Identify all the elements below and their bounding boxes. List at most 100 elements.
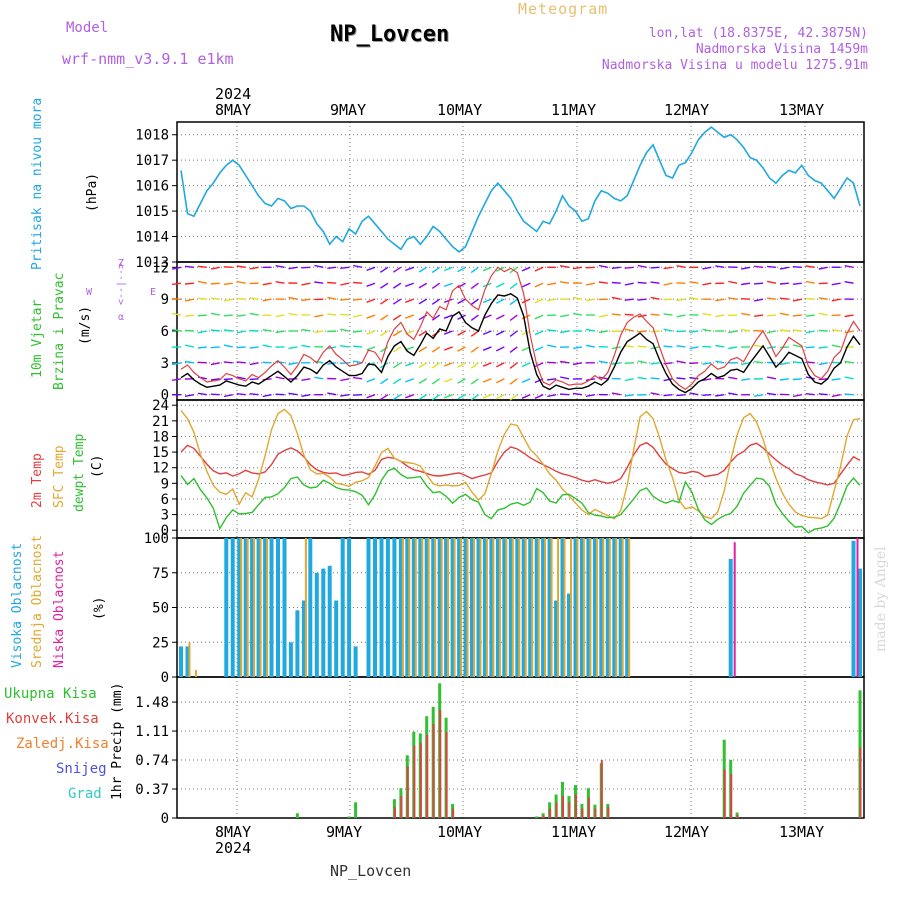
wind-arrow-387 [728,392,738,396]
y-tick-label-2-5: 15 [152,445,169,461]
cloud-bar-0-40 [437,538,442,677]
wind-arrow-418 [766,330,777,334]
precip-bar-1-66 [607,807,610,818]
wind-arrow-441 [805,393,815,396]
wind-arrow-278 [559,265,570,268]
wind-arrow-460 [831,378,841,381]
y-tick-label-1-2: 6 [161,324,169,340]
wind-arrow-17 [184,265,195,269]
wind-arrow-115 [327,281,337,284]
wind-arrow-463 [831,329,841,332]
cloud-bar-0-13 [263,538,268,677]
wind-arrow-50 [236,314,246,317]
wind-arrow-159 [392,298,402,305]
cloud-bar-0-15 [276,538,280,677]
wind-arrow-126 [353,393,363,396]
wind-arrow-185 [431,314,441,321]
precip-bar-1-59 [562,796,564,818]
wind-arrow-291 [585,344,595,348]
wind-arrow-200 [457,362,466,368]
precip-bar-1-56 [542,815,545,818]
wind-arrow-169 [405,282,415,287]
wind-arrow-107 [314,264,324,268]
wind-arrow-158 [392,314,402,321]
y-tick-label-0-3: 1016 [135,179,169,195]
wind-arrow-38 [223,361,233,364]
wind-arrow-445 [805,330,815,334]
cloud-bar-0-23 [327,565,332,677]
wind-arrow-220 [482,330,492,336]
wind-arrow-28 [210,378,220,381]
wind-arrow-116 [327,266,337,269]
cloud-bar-0-60 [567,593,571,677]
wind-arrow-381 [715,344,725,348]
cloud-bar-1-68 [621,538,624,677]
wind-arrow-213 [470,298,479,306]
wind-arrow-135 [366,394,376,399]
y-tick-label-2-8: 24 [152,398,169,414]
temp-line-1 [180,408,861,520]
cloud-bar-0-16 [282,538,287,677]
wind-arrow-91 [301,378,311,381]
wind-arrow-81 [288,392,298,396]
y-tick-label-1-3: 9 [161,292,169,308]
wind-arrow-257 [534,314,544,320]
wind-arrow-363 [689,346,699,350]
wind-arrow-157 [392,330,402,337]
wind-arrow-274 [560,330,570,334]
wind-arrow-237 [509,346,518,353]
y-tick-label-2-4: 12 [152,461,169,477]
cloud-bar-0-69 [625,538,630,677]
wind-arrow-238 [509,330,518,337]
wind-arrow-182 [431,362,441,369]
wind-arrow-376 [702,282,712,286]
wind-arrow-154 [392,378,402,385]
cloud-bar-1-45 [473,538,475,677]
cloud-bar-0-61 [573,538,578,677]
cloud-bar-1-59 [563,538,566,677]
wind-arrow-197 [443,266,453,272]
wind-arrow-83 [288,362,298,366]
wind-arrow-354 [676,345,686,348]
y-tick-label-0-2: 1015 [135,204,169,220]
compass-a: α [118,312,125,323]
wind-arrow-357 [676,298,686,302]
wind-arrow-431 [779,266,790,270]
wind-arrow-326 [637,360,647,364]
wind-arrow-35 [210,266,220,270]
day-label-bottom-4: 12MAY [664,823,710,841]
footer-station: NP_Lovcen [330,862,412,880]
wind-arrow-422 [766,265,777,269]
cloud-bar-0-30 [373,538,377,677]
wind-arrow-149 [380,314,389,321]
wind-arrow-58 [249,329,259,332]
wind-arrow-384 [715,298,725,302]
wind-arrow-42 [223,298,233,302]
day-label-top-3: 11MAY [551,101,597,119]
panel-frame-temperature [176,399,865,539]
cloud-bar-0-52 [515,538,520,677]
cloud-bar-0-24 [334,600,339,677]
cloud-bar-0-42 [450,538,455,677]
wind-arrow-121 [340,328,350,332]
wind-arrow-186 [431,298,441,305]
wind-arrow-453 [818,346,828,349]
wind-arrow-224 [482,266,492,272]
wind-arrow-450 [818,393,828,396]
wind-arrow-421 [766,280,777,284]
wind-arrow-113 [327,313,337,316]
wind-arrow-264 [547,344,557,348]
wind-arrow-89 [288,266,298,270]
wind-arrow-265 [547,329,557,332]
wind-arrow-226 [495,378,505,384]
wind-arrow-425 [779,362,790,366]
wind-arrow-22 [197,330,208,334]
wind-arrow-209 [470,362,479,369]
cloud-bar-0-47 [482,538,487,677]
wind-arrow-156 [392,346,402,353]
wind-arrow-127 [353,376,363,380]
cloud-bar-1-53 [524,538,527,677]
wind-arrow-66 [262,344,272,348]
wind-arrow-261 [547,394,557,398]
wind-arrow-36 [223,394,233,398]
